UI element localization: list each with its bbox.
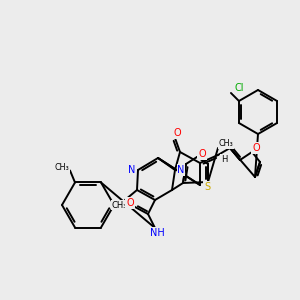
Text: CH₃: CH₃ (55, 163, 69, 172)
Text: CH₃: CH₃ (219, 140, 233, 148)
Text: O: O (173, 128, 181, 138)
Text: CH₃: CH₃ (111, 200, 127, 209)
Text: Cl: Cl (234, 83, 244, 93)
Text: O: O (198, 149, 206, 159)
Text: O: O (126, 198, 134, 208)
Text: O: O (252, 143, 260, 153)
Text: N: N (128, 165, 136, 175)
Text: S: S (204, 182, 210, 192)
Text: NH: NH (150, 228, 164, 238)
Text: N: N (177, 165, 185, 175)
Text: H: H (221, 154, 227, 164)
